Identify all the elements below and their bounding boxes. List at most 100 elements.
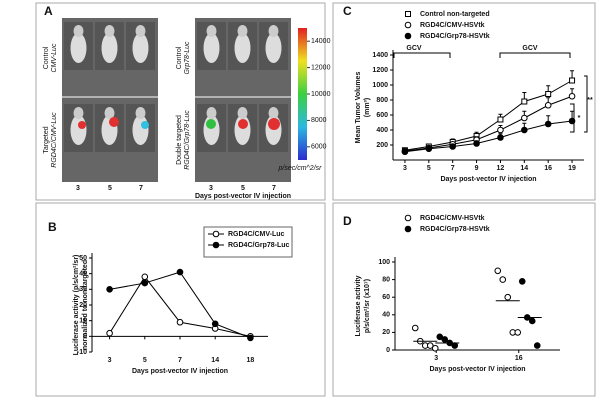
marker: [247, 334, 254, 342]
row-label: CMV-Luc: [51, 43, 58, 72]
legend-label: RGD4C/Grp78-HSVtk: [420, 33, 490, 40]
marker: [497, 126, 504, 134]
marker: [497, 116, 504, 123]
y-tick-label: 20: [382, 329, 390, 336]
panel-frame: [332, 2, 596, 201]
row-label: RGD4C/CMV-Luc: [51, 112, 58, 168]
panel-letter: B: [48, 220, 57, 234]
annotation-bracket: [584, 75, 588, 133]
y-tick-label: 0: [386, 347, 390, 354]
x-tick-label: 9: [475, 165, 479, 172]
marker: [176, 318, 184, 326]
marker: [528, 317, 536, 325]
day-label: 5: [108, 185, 112, 192]
day-label: 5: [241, 185, 245, 192]
marker: [545, 91, 552, 97]
legend-marker: [404, 32, 412, 40]
annotation-bracket: [570, 103, 575, 133]
row-label: RGD4C/Grp78-Luc: [184, 110, 191, 170]
marker: [426, 342, 434, 349]
y-axis-label: Mean Tumor Volumes: [355, 72, 362, 144]
legend-label: RGD4C/CMV-HSVtk: [420, 215, 485, 222]
series-line: [404, 120, 573, 153]
annotation-bracket: [499, 52, 571, 58]
marker: [494, 267, 502, 275]
marker: [518, 278, 526, 285]
marker: [436, 333, 444, 341]
y-tick-label: 80: [382, 276, 390, 283]
x-tick-label: 3: [108, 357, 112, 364]
annotation-bracket: [393, 52, 451, 58]
marker: [425, 145, 433, 153]
y-axis-label: p/s/cm²/sr (x10⁷): [364, 279, 371, 333]
colorbar-tick-label: 12000: [311, 64, 331, 71]
annotation: GCV: [522, 45, 538, 52]
x-axis-label: Days post-vector IV injection: [440, 176, 536, 183]
marker: [569, 77, 576, 84]
legend-label: RGD4C/Grp78-Luc: [228, 242, 290, 249]
marker: [514, 329, 522, 336]
day-label: 3: [209, 185, 213, 192]
day-label: 3: [76, 185, 80, 192]
x-tick-label: 5: [143, 357, 147, 364]
panel-letter: C: [343, 4, 352, 18]
panel-letter: A: [44, 4, 53, 18]
colorbar-label: p/sec/cm^2/sr: [278, 165, 323, 172]
marker: [473, 140, 480, 147]
y-tick-label: 1400: [372, 52, 388, 59]
colorbar-tick-label: 14000: [311, 38, 331, 45]
marker: [504, 293, 512, 301]
x-tick-label: 14: [211, 357, 219, 364]
series-line: [109, 271, 251, 339]
row-label: Grp78-Luc: [184, 41, 191, 75]
y-axis-label: normalized to non-targeted: [82, 260, 89, 350]
marker: [451, 342, 459, 349]
marker: [106, 286, 113, 293]
marker: [568, 117, 576, 125]
y-tick-label: 1000: [372, 82, 388, 89]
marker: [544, 101, 552, 109]
annotation: **: [587, 97, 593, 104]
marker: [568, 92, 576, 100]
x-tick-label: 16: [515, 355, 523, 362]
y-tick-label: 30: [79, 286, 87, 293]
x-axis-label: Days post-vector IV injection: [429, 366, 525, 373]
x-tick-label: 12: [497, 165, 505, 172]
x-tick-label: 7: [178, 357, 182, 364]
marker: [411, 324, 419, 332]
legend-label: RGD4C/CMV-HSVtk: [420, 22, 485, 29]
marker: [544, 120, 552, 128]
colorbar-tick-label: 8000: [311, 117, 327, 124]
day-label: 7: [272, 185, 276, 192]
legend-label: RGD4C/Grp78-HSVtk: [420, 226, 490, 233]
marker: [431, 344, 439, 352]
colorbar-tick-label: 10000: [311, 91, 331, 98]
x-tick-label: 16: [544, 165, 552, 172]
day-label: 7: [139, 185, 143, 192]
marker: [211, 320, 219, 328]
legend-marker: [404, 21, 412, 29]
panel-frame: [332, 202, 596, 397]
y-tick-label: 20: [79, 302, 87, 309]
y-tick-label: -10: [77, 349, 87, 356]
row-label: Double targeted: [176, 115, 183, 165]
x-axis-label: Days post-vector IV injection: [132, 368, 228, 375]
x-tick-label: 5: [427, 165, 431, 172]
legend-marker: [212, 230, 220, 238]
marker: [521, 114, 528, 122]
y-tick-label: 10: [79, 318, 87, 325]
y-tick-label: 0: [83, 333, 87, 340]
y-tick-label: 40: [382, 312, 390, 319]
marker: [533, 342, 541, 349]
marker: [401, 148, 409, 156]
x-tick-label: 14: [520, 165, 528, 172]
y-tick-label: 40: [79, 271, 87, 278]
x-tick-label: 3: [403, 165, 407, 172]
x-tick-label: 18: [247, 357, 255, 364]
y-tick-label: 60: [382, 294, 390, 301]
colorbar-tick-label: 6000: [311, 144, 327, 151]
y-axis-label: (mm³): [364, 98, 371, 117]
legend-label: RGD4C/CMV-Luc: [228, 231, 285, 238]
marker: [449, 143, 456, 150]
